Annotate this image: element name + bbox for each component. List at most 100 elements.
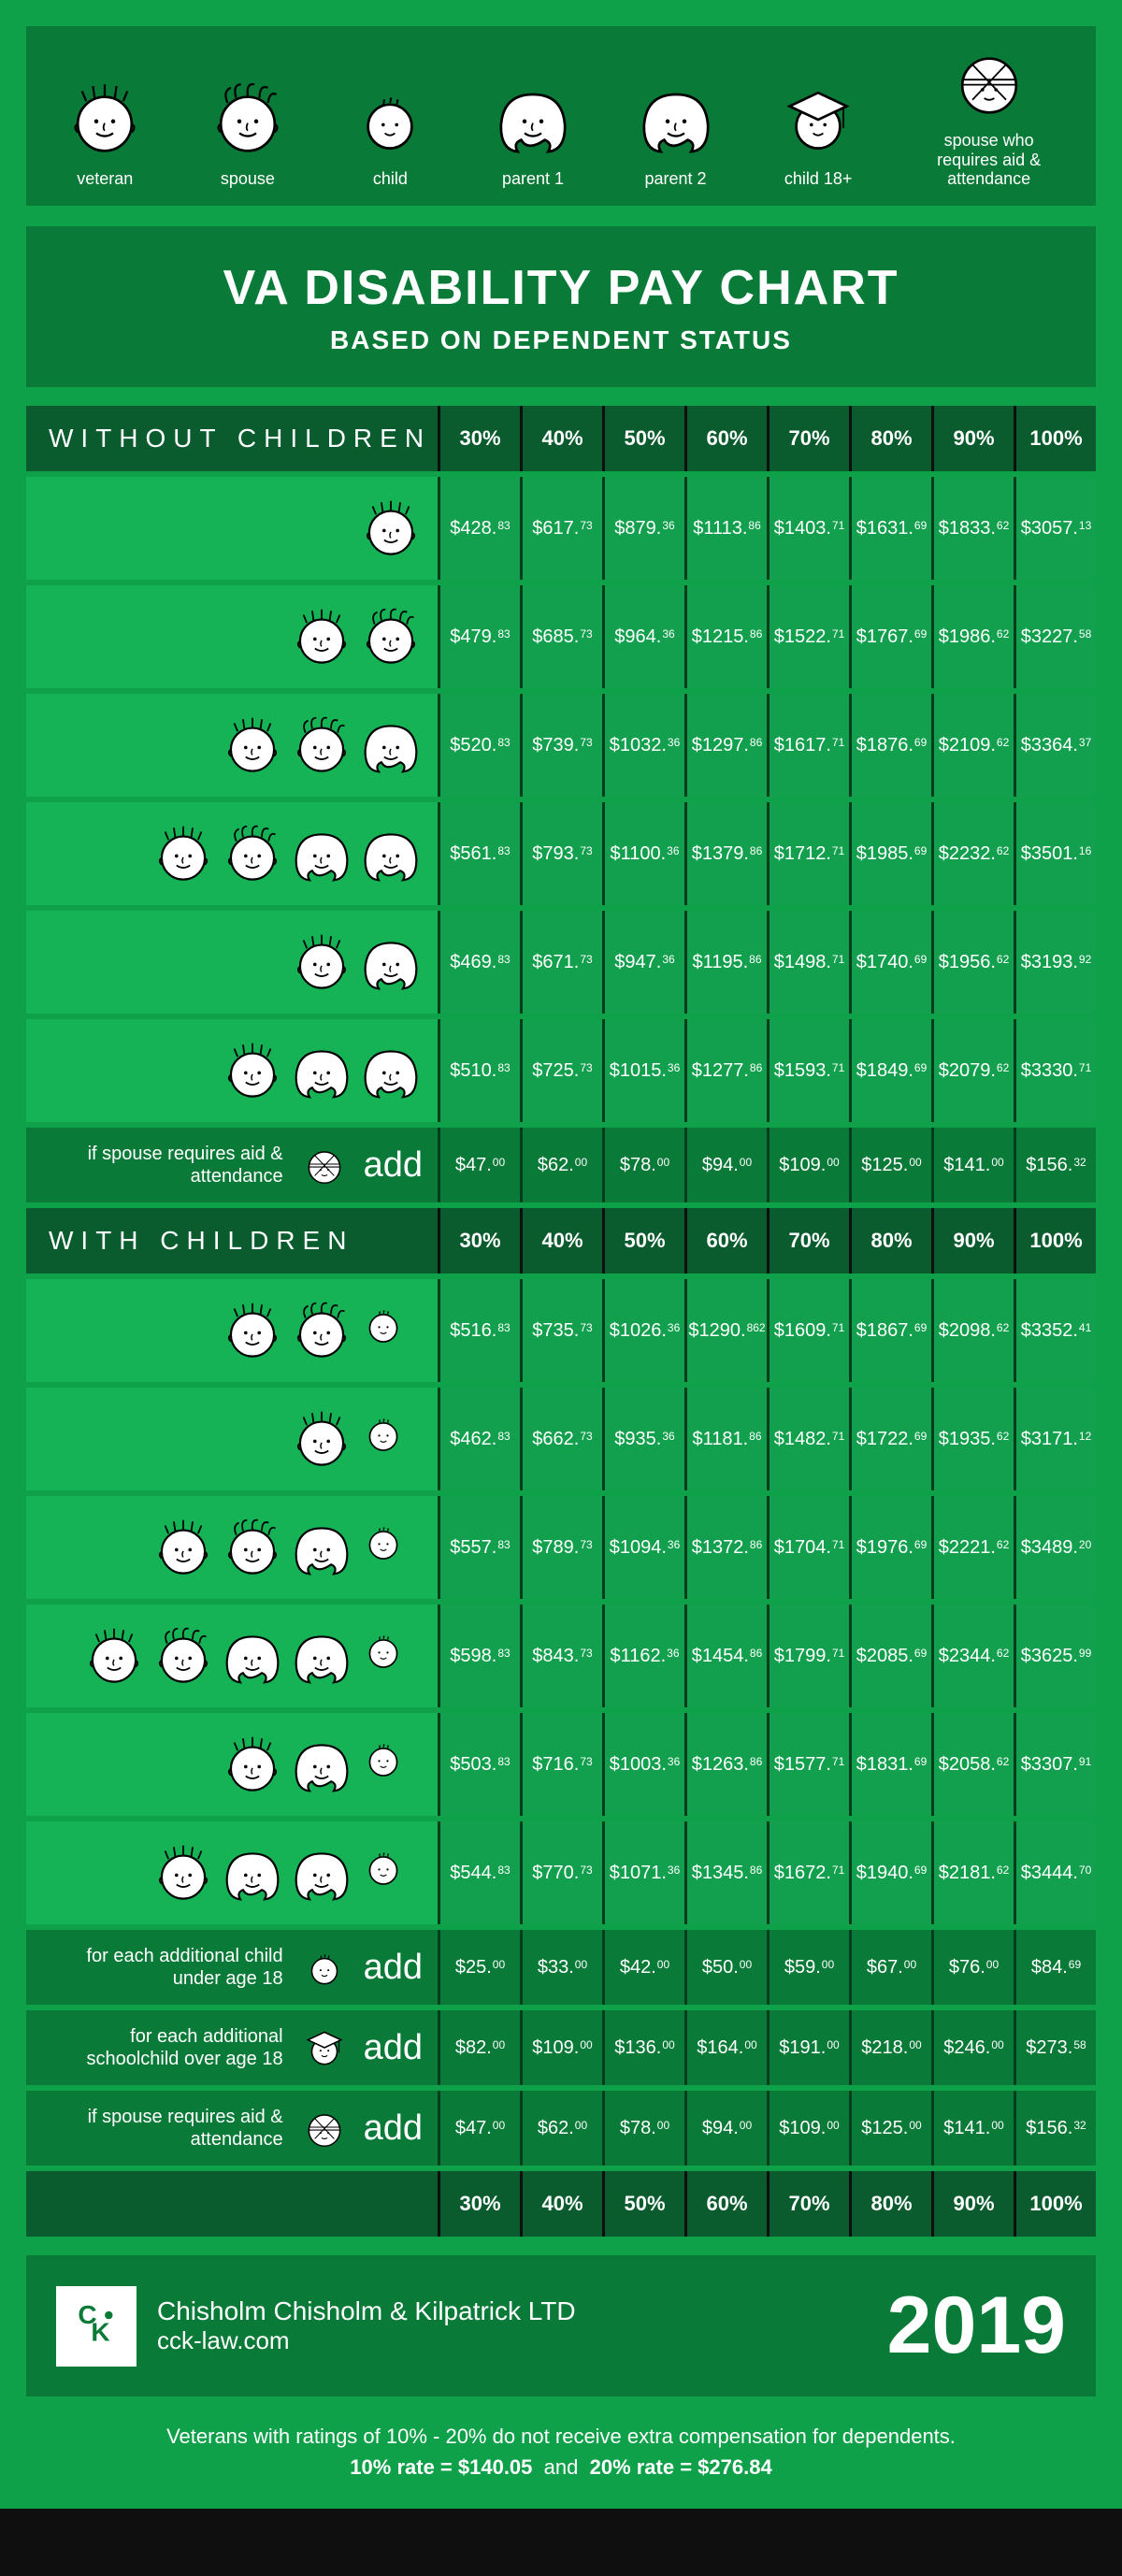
- price-value: 84.69: [1031, 1957, 1081, 1979]
- add-row-desc: if spouse requires aid & attendance add: [26, 2091, 438, 2166]
- price-value: 1704.71: [774, 1537, 845, 1559]
- amount-cell: 62.00: [520, 2091, 602, 2166]
- amount-cell: 964.36: [602, 585, 684, 688]
- price-value: 1577.71: [774, 1754, 845, 1776]
- amount-cell: 1113.86: [684, 477, 767, 580]
- amount-cell: 1849.69: [849, 1019, 931, 1122]
- amount-cell: 1876.69: [849, 694, 931, 797]
- price-value: 125.00: [861, 2118, 921, 2139]
- amount-cell: 1297.86: [684, 694, 767, 797]
- percent-header-cell: 30%: [438, 1208, 520, 1274]
- table-with: 516.83735.731026.361290.8621609.711867.6…: [26, 1279, 1096, 2166]
- amount-cell: 94.00: [684, 2091, 767, 2166]
- price-value: 273.58: [1026, 2037, 1086, 2059]
- price-value: 3444.70: [1021, 1863, 1092, 1884]
- row-faces: [26, 1388, 438, 1490]
- parent1-icon: [219, 1840, 284, 1906]
- legend-item-parent2: parent 2: [634, 78, 718, 189]
- price-value: 1956.62: [939, 952, 1010, 973]
- price-value: 62.00: [538, 2118, 587, 2139]
- price-value: 42.00: [620, 1957, 669, 1979]
- price-value: 1986.62: [939, 626, 1010, 648]
- amount-cell: 1290.862: [684, 1279, 767, 1382]
- price-value: 1609.71: [774, 1320, 845, 1342]
- price-value: 770.73: [532, 1863, 592, 1884]
- amount-cell: 2109.62: [931, 694, 1014, 797]
- price-value: 520.83: [450, 735, 510, 756]
- section-header-with: WITH CHILDREN30%40%50%60%70%80%90%100%: [26, 1208, 1096, 1274]
- price-value: 1263.86: [692, 1754, 763, 1776]
- price-value: 1617.71: [774, 735, 845, 756]
- amount-cell: 1345.86: [684, 1821, 767, 1924]
- firm-text: Chisholm Chisholm & Kilpatrick LTD cck-l…: [157, 2296, 576, 2355]
- amount-cell: 1609.71: [767, 1279, 849, 1382]
- section-header-without: WITHOUT CHILDREN30%40%50%60%70%80%90%100…: [26, 406, 1096, 471]
- price-value: 164.00: [697, 2037, 756, 2059]
- child-icon: [348, 78, 432, 162]
- price-value: 1215.86: [692, 626, 763, 648]
- price-value: 617.73: [532, 518, 592, 540]
- parent2-icon: [357, 1038, 423, 1103]
- amount-cell: 156.32: [1014, 1128, 1096, 1202]
- add-label: add: [364, 1948, 423, 1988]
- table-row: 561.83793.731100.361379.861712.711985.69…: [26, 802, 1096, 905]
- row-faces: [26, 1279, 438, 1382]
- amount-cell: 1593.71: [767, 1019, 849, 1122]
- legend-item-child18: child 18+: [776, 78, 860, 189]
- veteran-icon: [150, 1515, 215, 1580]
- amount-cell: 1767.69: [849, 585, 931, 688]
- price-value: 1831.69: [856, 1754, 928, 1776]
- amount-cell: 879.36: [602, 477, 684, 580]
- amount-cell: 94.00: [684, 1128, 767, 1202]
- percent-header-cell: 80%: [849, 2171, 931, 2237]
- amount-cell: 1704.71: [767, 1496, 849, 1599]
- page: veteranspousechildparent 1parent 2child …: [0, 0, 1122, 2509]
- amount-cell: 125.00: [849, 1128, 931, 1202]
- spouse-icon: [150, 1623, 215, 1689]
- amount-cell: 2098.62: [931, 1279, 1014, 1382]
- child-icon: [357, 1840, 423, 1906]
- parent1-icon: [288, 1515, 353, 1580]
- row-faces: [26, 1605, 438, 1707]
- child-icon: [357, 1406, 423, 1472]
- amount-cell: 82.00: [438, 2010, 520, 2085]
- price-value: 1032.36: [610, 735, 681, 756]
- price-value: 125.00: [861, 1155, 921, 1176]
- veteran-icon: [288, 929, 353, 995]
- amount-cell: 62.00: [520, 1128, 602, 1202]
- amount-cell: 1003.36: [602, 1713, 684, 1816]
- page-subtitle: BASED ON DEPENDENT STATUS: [36, 325, 1086, 355]
- percent-header-cell: 30%: [438, 406, 520, 471]
- price-value: 78.00: [620, 1155, 669, 1176]
- footnote-line2: 10% rate = $140.05 and 20% rate = $276.8…: [26, 2452, 1096, 2482]
- spouse-icon: [357, 604, 423, 669]
- amount-cell: 770.73: [520, 1821, 602, 1924]
- add-row-desc: for each additional schoolchild over age…: [26, 2010, 438, 2085]
- amount-cell: 935.36: [602, 1388, 684, 1490]
- table-row: 428.83617.73879.361113.861403.711631.691…: [26, 477, 1096, 580]
- price-value: 3489.20: [1021, 1537, 1092, 1559]
- firm-url: cck-law.com: [157, 2326, 576, 2355]
- child-icon: [357, 1732, 423, 1797]
- spouse-icon: [288, 1298, 353, 1363]
- price-value: 1162.36: [610, 1646, 679, 1667]
- price-value: 2232.62: [939, 843, 1010, 865]
- child-icon: [357, 1623, 423, 1689]
- amount-cell: 3171.12: [1014, 1388, 1096, 1490]
- amount-cell: 1833.62: [931, 477, 1014, 580]
- add-note: for each additional schoolchild over age…: [41, 2025, 283, 2070]
- price-value: 1867.69: [856, 1320, 928, 1342]
- amount-cell: 156.32: [1014, 2091, 1096, 2166]
- price-value: 76.00: [949, 1957, 999, 1979]
- footer-percent-row: 30%40%50%60%70%80%90%100%: [26, 2171, 1096, 2237]
- price-value: 94.00: [702, 2118, 752, 2139]
- row-faces: [26, 1821, 438, 1924]
- add-note: if spouse requires aid & attendance: [41, 1143, 283, 1187]
- amount-cell: 1263.86: [684, 1713, 767, 1816]
- price-value: 1015.36: [610, 1060, 681, 1082]
- row-faces: [26, 477, 438, 580]
- spouse_aa-icon: [300, 2104, 349, 2152]
- amount-cell: 1071.36: [602, 1821, 684, 1924]
- amount-cell: 843.73: [520, 1605, 602, 1707]
- amount-cell: 503.83: [438, 1713, 520, 1816]
